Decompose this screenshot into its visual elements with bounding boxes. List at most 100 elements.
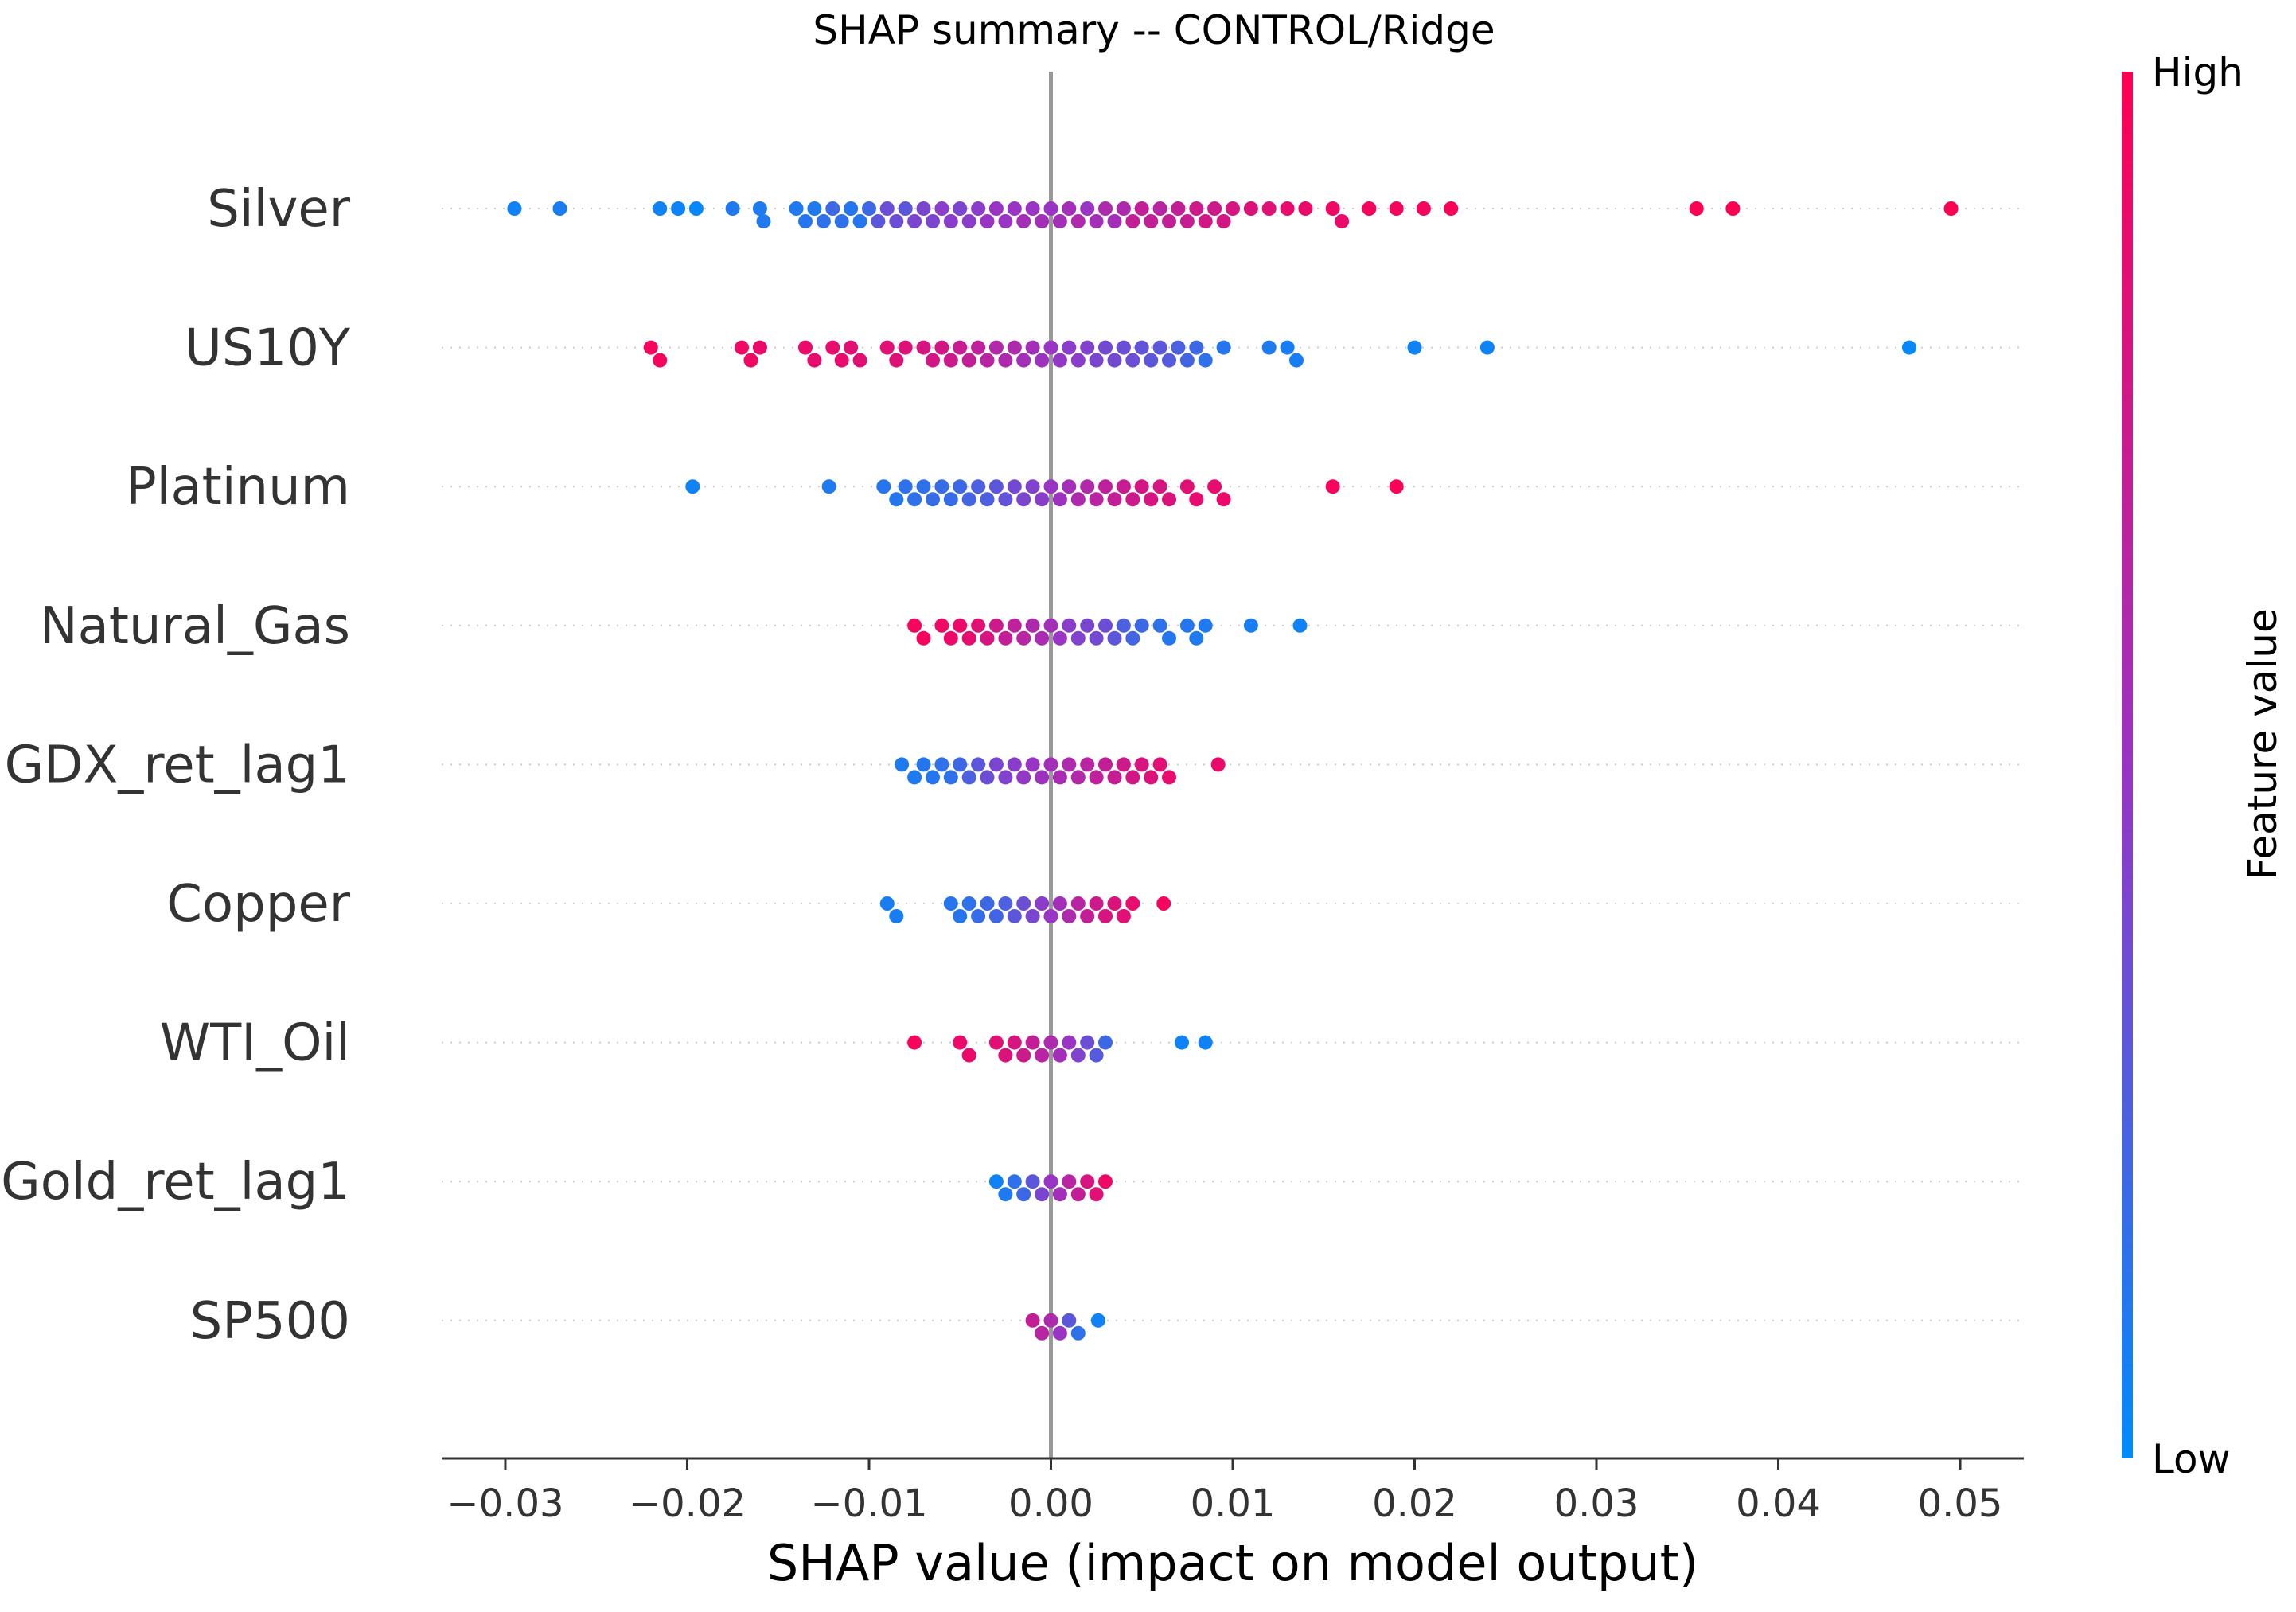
shap-point-us10y	[961, 353, 976, 368]
shap-point-silver	[934, 201, 949, 216]
shap-point-natural-gas	[943, 630, 958, 646]
shap-point-platinum	[1098, 479, 1113, 494]
shap-point-silver	[807, 201, 822, 216]
shap-point-wti-oil	[1098, 1035, 1113, 1050]
shap-point-platinum	[1016, 492, 1031, 507]
shap-point-silver	[789, 201, 804, 216]
shap-point-silver	[907, 214, 922, 228]
shap-point-natural-gas	[1243, 618, 1258, 633]
shap-point-us10y	[1902, 340, 1916, 355]
shap-point-platinum	[685, 479, 700, 494]
shap-point-us10y	[1179, 353, 1195, 368]
shap-point-wti-oil	[998, 1048, 1013, 1063]
shap-point-sp500	[1025, 1313, 1040, 1328]
shap-point-natural-gas	[1152, 618, 1167, 633]
x-tick-label: −0.01	[810, 1481, 927, 1526]
shap-point-gdx-ret-lag1	[1062, 757, 1077, 772]
x-tick-label: 0.02	[1372, 1481, 1457, 1526]
shap-point-gdx-ret-lag1	[1025, 757, 1040, 772]
shap-point-silver	[889, 214, 904, 228]
shap-point-copper	[1116, 909, 1131, 923]
shap-point-us10y	[889, 353, 904, 368]
shap-point-silver	[1189, 201, 1204, 216]
shap-point-gold-ret-lag1	[1089, 1187, 1104, 1202]
shap-point-gdx-ret-lag1	[1016, 770, 1031, 785]
shap-point-silver	[1134, 201, 1149, 216]
shap-point-platinum	[1052, 492, 1067, 507]
shap-point-us10y	[1098, 340, 1113, 355]
shap-point-silver	[1070, 214, 1086, 228]
shap-point-natural-gas	[916, 630, 931, 646]
feature-label-wti-oil: WTI_Oil	[160, 1014, 350, 1073]
shap-point-gdx-ret-lag1	[1125, 770, 1140, 785]
shap-point-sp500	[1070, 1325, 1086, 1341]
shap-point-silver	[1198, 214, 1213, 228]
shap-point-us10y	[943, 353, 958, 368]
shap-point-us10y	[1070, 353, 1086, 368]
shap-point-natural-gas	[1070, 630, 1086, 646]
shap-point-copper	[953, 909, 968, 923]
shap-point-us10y	[1116, 340, 1131, 355]
shap-point-us10y	[735, 340, 749, 355]
shap-point-platinum	[1179, 479, 1195, 494]
shap-point-gdx-ret-lag1	[916, 757, 931, 772]
shap-point-silver	[1025, 201, 1040, 216]
shap-point-silver	[1107, 214, 1122, 228]
shap-point-platinum	[1070, 492, 1086, 507]
shap-point-silver	[1125, 214, 1140, 228]
shap-point-gdx-ret-lag1	[1134, 757, 1149, 772]
shap-point-silver	[1089, 214, 1104, 228]
shap-point-gold-ret-lag1	[1007, 1174, 1022, 1189]
shap-point-silver	[916, 201, 931, 216]
feature-label-us10y: US10Y	[185, 319, 351, 378]
shap-point-silver	[816, 214, 831, 228]
shap-point-gold-ret-lag1	[1080, 1174, 1095, 1189]
shap-point-natural-gas	[1052, 630, 1067, 646]
shap-point-gold-ret-lag1	[1035, 1187, 1050, 1202]
shap-point-silver	[1179, 214, 1195, 228]
shap-point-natural-gas	[934, 618, 949, 633]
shap-point-gold-ret-lag1	[1070, 1187, 1086, 1202]
shap-point-silver	[725, 201, 740, 216]
shap-point-us10y	[1025, 340, 1040, 355]
shap-point-silver	[552, 201, 567, 216]
shap-point-natural-gas	[971, 618, 986, 633]
shap-point-natural-gas	[1080, 618, 1095, 633]
shap-point-us10y	[1125, 353, 1140, 368]
shap-point-copper	[961, 896, 976, 911]
shap-point-natural-gas	[1098, 618, 1113, 633]
shap-point-wti-oil	[1175, 1035, 1189, 1050]
shap-point-gdx-ret-lag1	[953, 757, 968, 772]
feature-labels: Silver US10Y Platinum Natural_Gas GDX_ret_la…	[1, 180, 351, 1351]
shap-point-silver	[834, 214, 849, 228]
shap-point-silver	[507, 201, 522, 216]
shap-point-us10y	[1144, 353, 1159, 368]
shap-point-silver	[1007, 201, 1022, 216]
shap-point-us10y	[852, 353, 867, 368]
shap-point-platinum	[1062, 479, 1077, 494]
x-tick-label: −0.02	[629, 1481, 746, 1526]
shap-point-copper	[971, 909, 986, 923]
shap-point-wti-oil	[1062, 1035, 1077, 1050]
shap-point-wti-oil	[1070, 1048, 1086, 1063]
shap-point-gdx-ret-lag1	[943, 770, 958, 785]
shap-point-gold-ret-lag1	[1052, 1187, 1067, 1202]
shap-point-platinum	[926, 492, 940, 507]
shap-point-platinum	[934, 479, 949, 494]
shap-point-platinum	[1007, 479, 1022, 494]
shap-point-copper	[1107, 896, 1122, 911]
x-tick-label: −0.03	[446, 1481, 563, 1526]
shap-point-platinum	[1089, 492, 1104, 507]
shap-point-wti-oil	[1007, 1035, 1022, 1050]
shap-point-silver	[943, 214, 958, 228]
shap-point-us10y	[1089, 353, 1104, 368]
feature-label-sp500: SP500	[190, 1292, 350, 1351]
shap-point-silver	[1226, 201, 1240, 216]
shap-point-us10y	[1407, 340, 1422, 355]
shap-point-us10y	[1479, 340, 1495, 355]
shap-point-silver	[1280, 201, 1295, 216]
shap-point-wti-oil	[961, 1048, 976, 1063]
shap-point-gold-ret-lag1	[1016, 1187, 1031, 1202]
shap-point-us10y	[643, 340, 658, 355]
shap-point-silver	[1389, 201, 1404, 216]
